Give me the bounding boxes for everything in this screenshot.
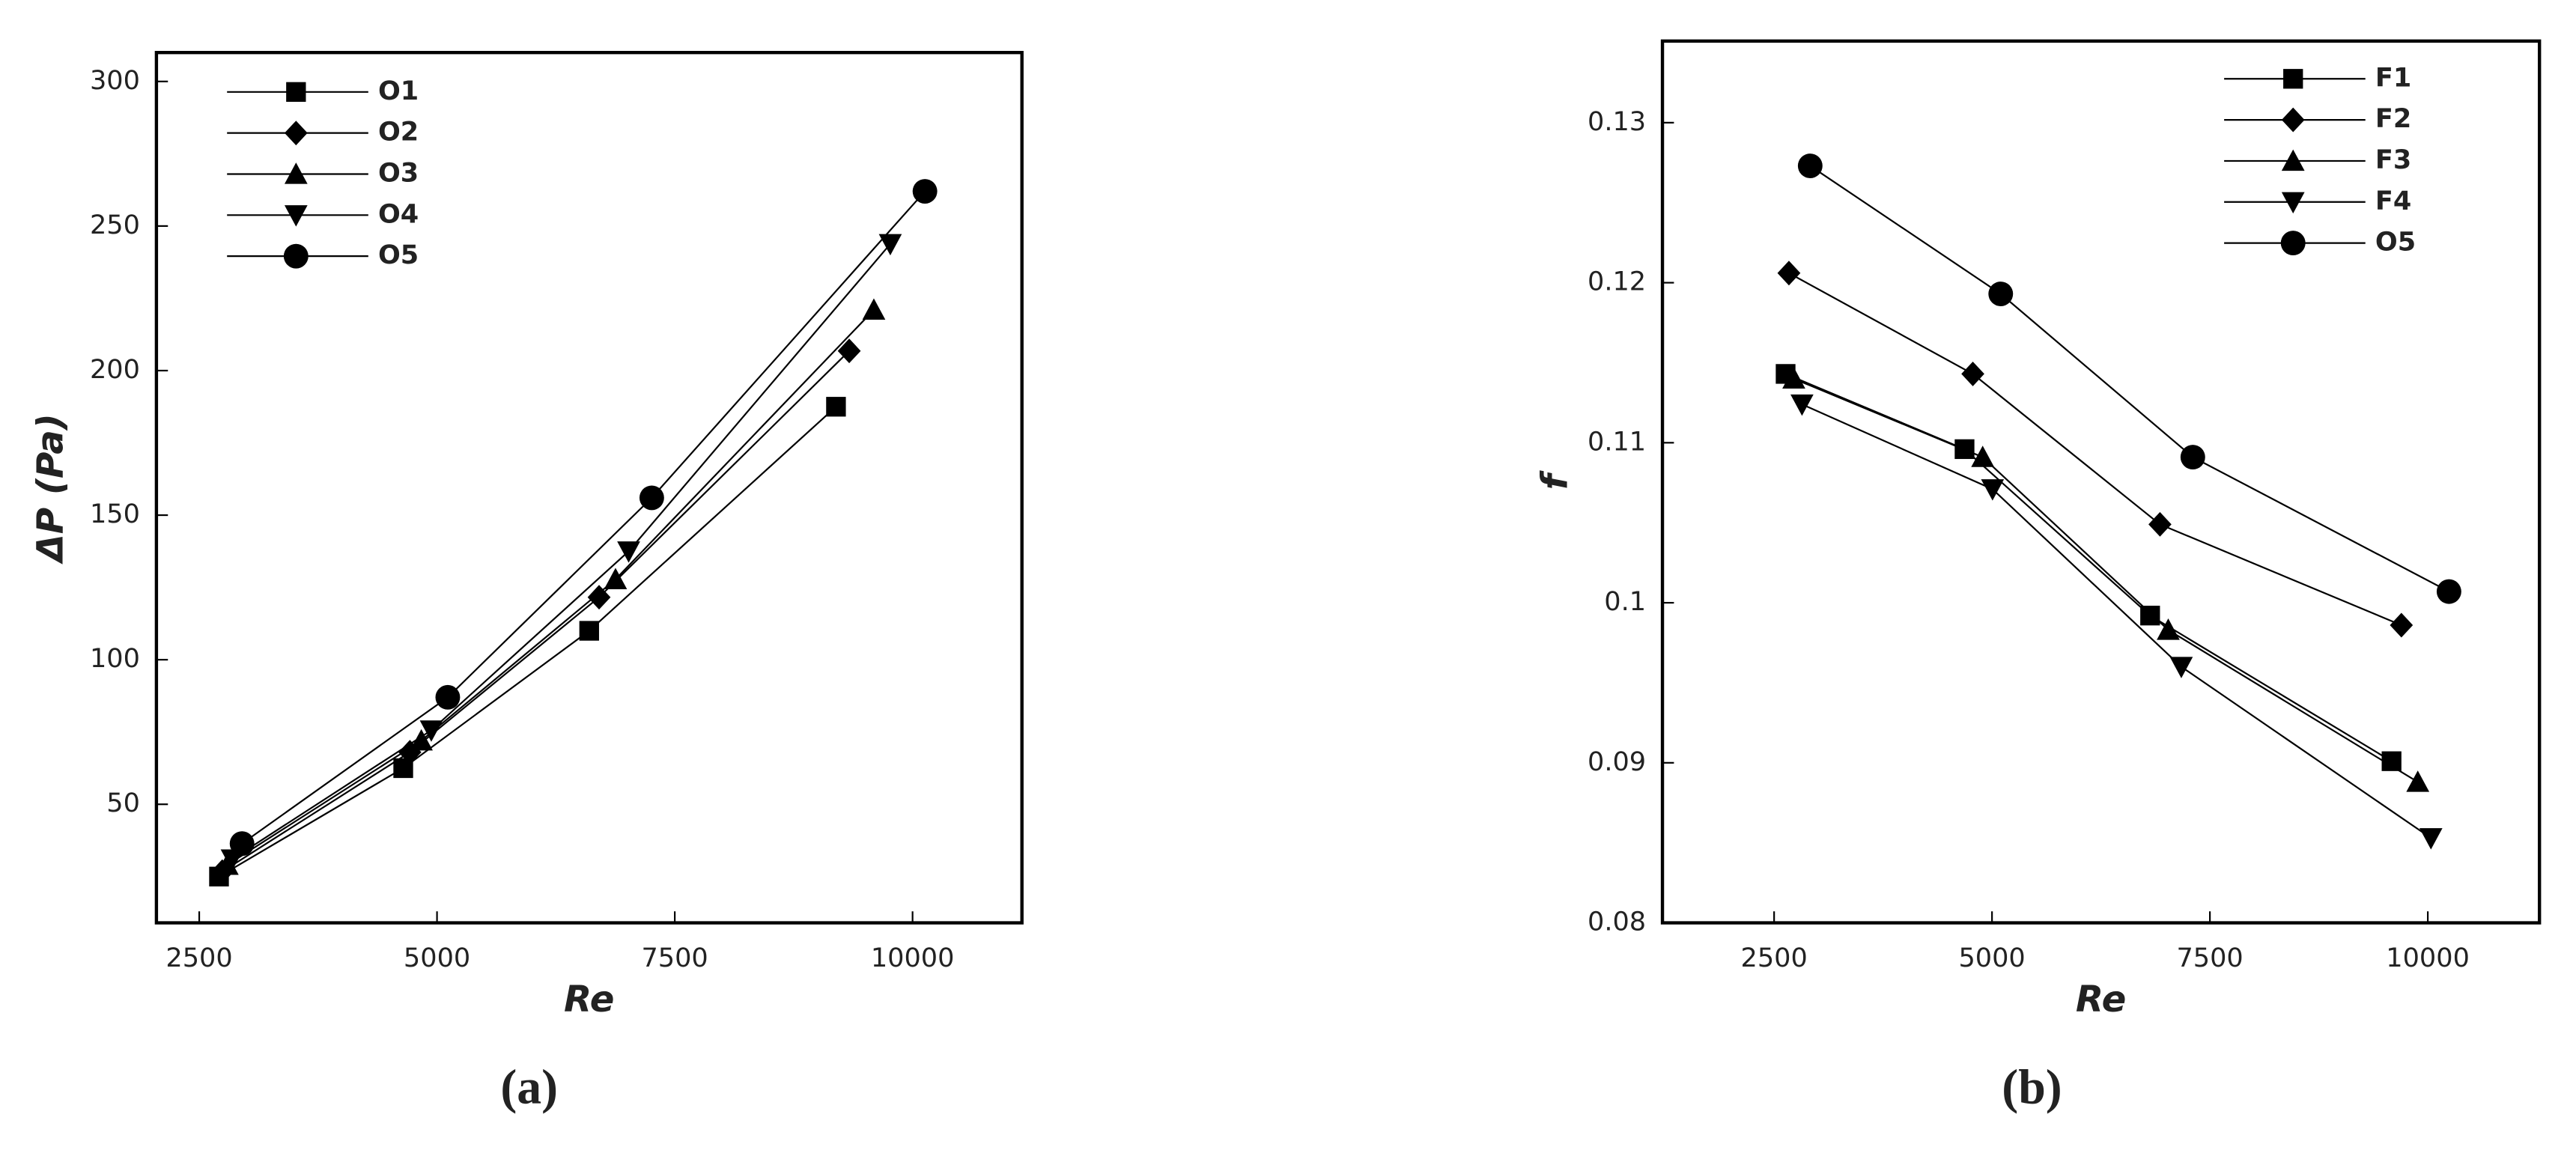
data-point: [1988, 282, 2014, 306]
y-tick-label: 200: [90, 354, 140, 385]
x-tick-label: 2500: [1741, 943, 1808, 973]
series-line: [1793, 377, 2419, 783]
data-point: [1777, 261, 1801, 286]
y-tick-label: 300: [90, 65, 140, 96]
legend-text: F3: [2375, 144, 2411, 175]
legend-marker: [2281, 192, 2305, 214]
data-point: [435, 684, 461, 710]
data-point: [2390, 612, 2414, 638]
legend-text: O2: [378, 117, 419, 147]
data-point: [2180, 445, 2205, 470]
data-point: [2419, 828, 2443, 850]
data-point: [878, 234, 902, 256]
legend-text: F4: [2375, 186, 2411, 216]
series-line: [1809, 165, 2449, 593]
data-point: [2140, 606, 2160, 626]
y-tick-label: 100: [90, 643, 140, 674]
legend-marker: [284, 205, 308, 227]
data-point: [419, 720, 443, 742]
data-point: [587, 585, 611, 610]
y-axis-title: f: [1534, 469, 1576, 490]
y-tick-label: 150: [90, 499, 140, 529]
series-line: [218, 406, 837, 877]
legend-text: O1: [378, 76, 419, 106]
legend-text: O5: [378, 240, 419, 270]
caption: (b): [2002, 1060, 2062, 1115]
y-tick-label: 50: [106, 788, 140, 818]
legend-text: F2: [2375, 103, 2411, 134]
legend-text: O4: [378, 198, 419, 229]
y-tick-label: 0.09: [1588, 746, 1646, 777]
series-line: [222, 350, 850, 873]
y-tick-label: 0.12: [1588, 267, 1646, 297]
data-point: [1971, 445, 1995, 467]
series-line: [1785, 373, 2393, 762]
legend-marker: [284, 121, 308, 146]
plot-frame: [154, 50, 1024, 925]
data-point: [579, 621, 599, 641]
data-point: [639, 485, 664, 511]
x-tick-label: 7500: [2176, 943, 2243, 973]
data-point: [604, 568, 628, 589]
legend-text: O5: [2375, 227, 2416, 258]
legend-marker: [2281, 149, 2305, 171]
legend-text: F1: [2375, 62, 2411, 93]
data-point: [1790, 394, 1814, 416]
data-point: [2169, 657, 2193, 678]
data-point: [229, 831, 255, 857]
x-tick-label: 5000: [404, 943, 470, 973]
legend-marker: [284, 162, 308, 184]
y-tick-label: 0.11: [1588, 426, 1646, 457]
data-point: [1797, 153, 1823, 179]
series-line: [241, 190, 926, 845]
x-tick-label: 10000: [871, 943, 955, 973]
legend-marker: [2281, 107, 2305, 133]
series-line: [1788, 272, 2402, 627]
data-point: [862, 298, 886, 320]
data-point: [398, 740, 422, 765]
data-point: [410, 728, 433, 751]
y-axis-title: ΔP (Pa): [30, 413, 72, 565]
x-axis-title: Re: [2076, 979, 2126, 1020]
data-point: [1981, 479, 2005, 501]
legend-text: O3: [378, 157, 419, 188]
legend-marker: [2280, 231, 2306, 256]
y-tick-label: 0.1: [1604, 586, 1646, 617]
series-line: [231, 243, 891, 860]
x-axis-title: Re: [564, 979, 614, 1020]
series-line: [1801, 404, 2431, 839]
legend-marker: [283, 243, 309, 269]
data-point: [1961, 361, 1984, 386]
data-point: [2436, 579, 2461, 604]
x-tick-label: 2500: [165, 943, 232, 973]
y-tick-label: 0.08: [1588, 907, 1646, 937]
x-tick-label: 7500: [641, 943, 708, 973]
data-point: [2406, 770, 2430, 792]
data-point: [2148, 511, 2172, 537]
x-tick-label: 5000: [1958, 943, 2025, 973]
data-point: [617, 541, 640, 563]
data-point: [912, 179, 938, 204]
plot-frame: [1660, 39, 2542, 925]
y-tick-label: 0.13: [1588, 106, 1646, 137]
data-point: [2157, 618, 2180, 640]
data-point: [1782, 367, 1805, 389]
x-tick-label: 10000: [2386, 943, 2470, 973]
series-line: [226, 309, 875, 866]
legend-marker: [2283, 69, 2303, 89]
y-tick-label: 250: [90, 210, 140, 240]
legend-marker: [286, 82, 306, 102]
data-point: [826, 397, 846, 417]
caption: (a): [500, 1060, 558, 1115]
data-point: [216, 853, 239, 875]
